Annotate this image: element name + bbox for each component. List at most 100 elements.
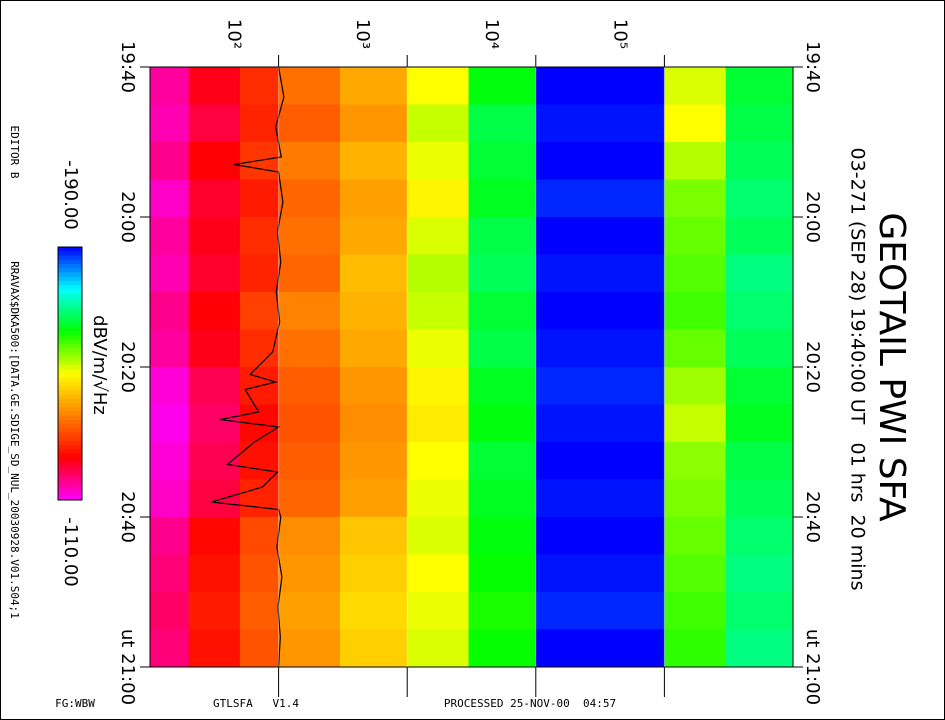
spectrogram-cell [239,217,279,255]
spectrogram-cell [150,367,190,405]
spectrogram-cell [278,254,341,293]
spectrogram-cell [664,104,727,143]
spectrogram-cell [339,142,408,180]
spectrogram-cell [188,592,241,630]
colorbar-segment [58,356,82,362]
spectrogram-cell [239,517,279,555]
editor: EDITOR B [8,126,21,179]
spectrogram-cell [725,104,794,143]
spectrogram-cell [278,67,341,105]
spectrogram-cell [664,67,727,105]
colorbar-segment [58,453,82,459]
colorbar-segment [58,478,82,484]
spectrogram-cell [239,404,279,443]
colorbar-segment [58,445,82,450]
spectrogram-cell [278,629,341,668]
spectrogram-cell [188,329,241,368]
colorbar-segment [58,343,82,349]
spectrogram-cell [339,217,408,255]
spectrogram-cell [468,217,537,255]
spectrogram-cell [535,629,665,668]
spectrogram-cell [468,554,537,593]
colorbar-segment [58,268,82,273]
y-tick-label: 20:20 [117,341,138,393]
spectrogram-cell [407,554,469,593]
spectrogram-cell [188,292,241,330]
colorbar-segment [58,470,82,476]
spectrogram-cell [339,104,408,143]
spectrogram-cell [239,554,279,593]
colorbar-segment [58,403,82,408]
spectrogram-cell [239,254,279,293]
spectrogram-cell [150,142,190,180]
spectrogram-cell [725,592,794,630]
spectrogram-cell [150,217,190,255]
spectrogram-cell [339,329,408,368]
spectrogram-cell [150,67,190,105]
spectrogram-cell [468,442,537,480]
x-tick-label: 10² [224,19,245,49]
spectrogram-cell [339,179,408,218]
spectrogram-cell [150,104,190,143]
colorbar-segment [58,297,82,303]
colorbar-segment [58,255,82,261]
spectrogram-cell [407,254,469,293]
spectrogram-cell [468,179,537,218]
spectrogram-cell [239,479,279,518]
spectrogram-cell [339,479,408,518]
trace-line [211,66,285,668]
colorbar-segment [58,335,82,341]
colorbar-segment [58,306,82,311]
y-tick-label: 19:40 [117,41,138,93]
spectrogram-cell [239,67,279,105]
spectrogram-cell [239,104,279,143]
colorbar-segment [58,247,82,252]
spectrogram-cell [664,554,727,593]
spectrogram-cell [535,517,665,555]
spectrogram-cell [725,254,794,293]
colorbar-segment [58,369,82,374]
colorbar-segment [58,390,82,396]
spectrogram-cell [278,554,341,593]
colorbar-segment [58,293,82,299]
spectrogram-cell [468,67,537,105]
spectrogram-cell [239,442,279,480]
spectrogram-cell [664,517,727,555]
colorbar-segment [58,276,82,282]
colorbar-segment [58,339,82,345]
colorbar-segment [58,259,82,265]
spectrogram-cell [664,367,727,405]
spectrogram-cell [725,179,794,218]
spectrogram-cell [278,442,341,480]
x-tick-label: 10³ [352,19,373,49]
spectrogram-cell [468,329,537,368]
spectrogram-cell [468,404,537,443]
spectrogram-cell [339,554,408,593]
spectrogram-cell [535,217,665,255]
spectrogram-cell [725,479,794,518]
spectrogram-cell [535,442,665,480]
spectrogram-cell [725,554,794,593]
spectrogram-cell [664,442,727,480]
spectrogram-cell [535,329,665,368]
spectrogram-cell [468,292,537,330]
spectrogram-cell [339,629,408,668]
spectrogram-cell [407,179,469,218]
colorbar-tick-label: -110.00 [60,517,81,586]
spectrogram-cell [725,292,794,330]
colorbar-segment [58,352,82,358]
spectrogram-cell [188,179,241,218]
spectrogram-cell [407,329,469,368]
colorbar-segment [58,483,82,488]
spectrogram-cell [664,179,727,218]
spectrogram-cell [278,479,341,518]
spectrogram-cell [188,629,241,668]
spectrogram-cell [278,142,341,180]
colorbar-segment [58,491,82,497]
spectrogram-cell [535,179,665,218]
footer-text: FG:WBW [55,697,95,710]
spectrogram-cell [278,217,341,255]
colorbar-segment [58,322,82,328]
colorbar-segment [58,440,82,446]
spectrogram-cell [339,67,408,105]
